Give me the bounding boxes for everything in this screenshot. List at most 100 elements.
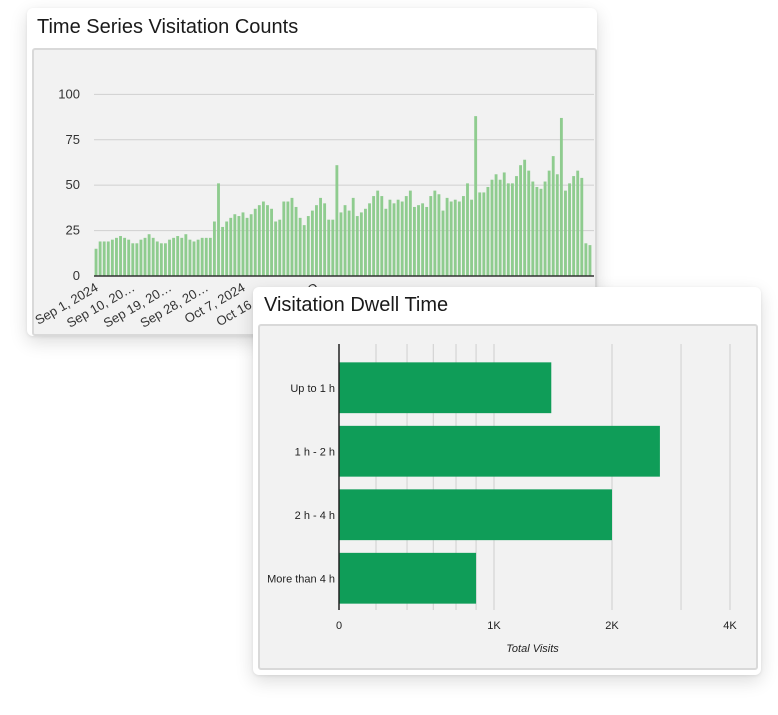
bar [188,239,192,276]
bar [164,243,167,276]
bar [147,234,151,276]
bar [572,176,576,276]
bar [372,196,376,276]
bar [225,221,229,276]
bar [282,201,286,276]
bar [139,239,143,276]
dwell-time-card: Visitation Dwell Time Up to 1 h 1 h - 2 h… [253,287,761,675]
bar [274,221,278,276]
bar [400,201,404,276]
bar [208,237,212,276]
bar [286,201,290,276]
bar [339,552,477,604]
bar [417,205,420,276]
bar [106,241,110,276]
bar [421,203,425,276]
bar [547,170,551,276]
x-tick-label: 4K [723,620,737,632]
bar [339,212,343,276]
bar [315,205,318,276]
bar [339,489,612,541]
bar [306,216,310,276]
y-tick-label: 75 [66,132,80,147]
bar [384,208,388,276]
bar [482,192,486,276]
bar [515,176,518,276]
bar [441,210,445,276]
bar [457,201,461,276]
bar [98,241,102,276]
bar [261,201,265,276]
bar [131,243,135,276]
bar [339,362,552,414]
bar [241,212,245,276]
time-series-card: Time Series Visitation Counts 0 25 50 75 100… [27,8,597,336]
bar [580,177,584,276]
bar [380,196,384,276]
bar [119,236,122,276]
bar [327,219,331,276]
bar [486,186,490,276]
category-label: Up to 1 h [290,383,335,395]
bar [127,239,131,276]
bar [302,225,306,276]
bar [392,203,396,276]
category-label: 1 h - 2 h [295,446,335,458]
bar [212,221,216,276]
bar [278,219,282,276]
bar [217,183,220,276]
bar [347,210,351,276]
bar [539,188,543,276]
bar [466,183,469,276]
bar [555,174,559,276]
bar [168,239,171,276]
bar [310,210,314,276]
bar [453,199,457,276]
bar [180,237,184,276]
bar [494,174,498,276]
y-tick-label: 50 [66,177,80,192]
bar [245,217,249,276]
bar [437,194,441,276]
bar [376,190,380,276]
bar [470,199,474,276]
bar [449,201,453,276]
bar [135,243,139,276]
bar [143,237,147,276]
bar [184,234,188,276]
x-axis-title: Total Visits [506,643,559,655]
bar [343,205,347,276]
bar [396,199,400,276]
bar [233,214,237,276]
bar [298,217,302,276]
bar [478,192,482,276]
bar [339,425,660,477]
bar [498,179,502,276]
bar [319,197,322,276]
bar [506,183,510,276]
bar [474,116,478,276]
bar [192,241,196,276]
bar [551,156,555,276]
bar [172,237,176,276]
y-tick-label: 25 [66,223,80,238]
bar [588,245,592,276]
bar [364,208,367,276]
bar [461,196,465,276]
bar [196,239,200,276]
bar [257,205,261,276]
bar [559,117,563,276]
bar [543,181,547,276]
bar [290,197,294,276]
bar [445,197,449,276]
bar [151,237,155,276]
bar [115,237,118,276]
bar [425,206,429,276]
x-tick-label: 2K [605,620,619,632]
bar [176,236,180,276]
bar [490,179,494,276]
time-series-title: Time Series Visitation Counts [37,16,299,38]
bar [535,186,539,276]
bar [323,203,327,276]
bar [204,237,208,276]
